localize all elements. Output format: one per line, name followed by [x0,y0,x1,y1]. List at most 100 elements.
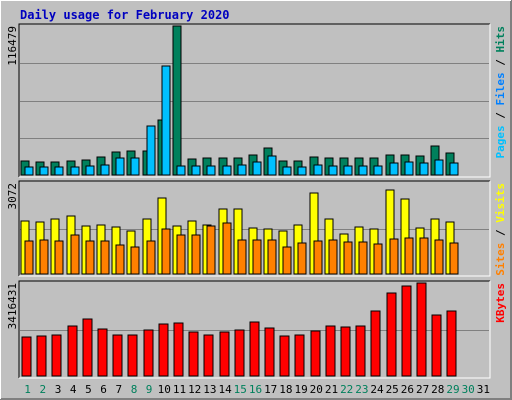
bar-files-day-9 [146,125,156,176]
x-tick-label: 22 [340,383,353,396]
x-tick-label: 29 [446,383,459,396]
bar-kbytes-day-8 [127,334,138,377]
bar-files-day-12 [191,165,201,176]
x-tick-label: 20 [310,383,323,396]
bar-sites-day-19 [297,242,307,275]
x-tick-label: 9 [146,383,153,396]
bar-files-day-25 [389,162,399,176]
bar-sites-day-1 [24,240,34,275]
legend-part: Visits [494,183,507,223]
series-legend: Pages / Files / Hits [494,26,507,159]
chart-panels: 116479 Pages / Files / Hits 3072 Sites / Vi… [6,23,507,379]
bar-files-day-1 [24,166,34,176]
panel-border-light [19,181,491,277]
x-tick-label: 17 [264,383,277,396]
x-tick-label: 10 [158,383,171,396]
legend-part: Sites [494,243,507,276]
bar-sites-day-9 [146,240,156,275]
bar-files-day-10 [161,65,171,176]
bar-files-day-4 [70,166,80,176]
x-tick-label: 8 [131,383,138,396]
panel-border-light [19,281,491,379]
bar-sites-day-3 [54,240,64,275]
bar-kbytes-day-19 [294,334,305,377]
bar-kbytes-day-5 [82,318,93,377]
x-tick-label: 12 [188,383,201,396]
x-tick-label: 23 [355,383,368,396]
x-tick-label: 16 [249,383,262,396]
bar-sites-day-5 [85,240,95,275]
panel-border-dark [18,280,490,378]
scale-label: 3416431 [6,283,19,329]
legend-part: Hits [494,26,507,53]
panel-visits-sites: 3072 Sites / Visits [6,180,507,277]
bar-kbytes-day-27 [416,282,427,377]
bar-files-day-23 [358,165,368,176]
bar-sites-day-12 [191,234,201,275]
bar-hits-day-11 [172,25,182,176]
legend-part: KBytes [494,283,507,323]
bar-kbytes-day-2 [36,335,47,377]
bar-kbytes-day-3 [51,334,62,377]
x-tick-label: 24 [370,383,384,396]
legend-part: / [494,223,507,243]
bar-kbytes-day-4 [67,325,78,377]
bar-kbytes-day-24 [370,310,381,377]
x-tick-label: 30 [462,383,475,396]
panel-border-dark [18,180,490,276]
bar-files-day-24 [373,165,383,176]
series-legend: KBytes [494,283,507,323]
bar-kbytes-day-7 [112,334,123,377]
bar-sites-day-29 [449,242,459,275]
bar-kbytes-day-26 [401,285,412,377]
bar-sites-day-17 [267,239,277,275]
bar-sites-day-24 [373,243,383,275]
bar-kbytes-day-14 [219,331,230,377]
bar-files-day-15 [237,164,247,176]
legend-part: Files [494,72,507,105]
bar-sites-day-14 [222,222,232,275]
bar-kbytes-day-1 [21,336,32,377]
x-tick-label: 25 [386,383,399,396]
x-tick-label: 14 [218,383,232,396]
bar-kbytes-day-23 [355,325,366,377]
panel-border-light [19,24,491,178]
bar-files-day-13 [206,165,216,176]
bar-sites-day-13 [206,225,216,275]
bar-files-day-17 [267,155,277,176]
bar-kbytes-day-11 [173,322,184,377]
bar-sites-day-20 [313,240,323,275]
bar-files-day-3 [54,166,64,176]
bar-files-day-11 [176,165,186,176]
x-tick-label: 21 [325,383,338,396]
x-tick-label: 15 [234,383,247,396]
bar-sites-day-16 [252,239,262,275]
bar-kbytes-day-28 [431,314,442,377]
bar-sites-day-6 [100,240,110,275]
x-tick-label: 6 [100,383,107,396]
bar-kbytes-day-18 [279,335,290,377]
bar-files-day-20 [313,164,323,176]
bar-sites-day-27 [419,237,429,275]
panel-kbytes: 3416431 KBytes [6,280,507,379]
x-tick-label: 1 [24,383,31,396]
series-legend: Sites / Visits [494,183,507,276]
x-tick-label: 2 [39,383,46,396]
bar-kbytes-day-15 [234,329,245,377]
bar-kbytes-day-25 [386,292,397,377]
x-tick-label: 28 [431,383,444,396]
bar-files-day-14 [222,165,232,176]
x-tick-label: 5 [85,383,92,396]
bar-sites-day-25 [389,238,399,275]
x-tick-label: 7 [115,383,122,396]
bar-files-day-7 [115,157,125,176]
legend-part: / [494,53,507,73]
bar-sites-day-28 [434,239,444,275]
legend-part: / [494,106,507,126]
bar-sites-day-10 [161,228,171,275]
bar-sites-day-18 [282,246,292,275]
bar-sites-day-21 [328,239,338,275]
bar-files-day-5 [85,165,95,176]
bar-sites-day-23 [358,241,368,275]
